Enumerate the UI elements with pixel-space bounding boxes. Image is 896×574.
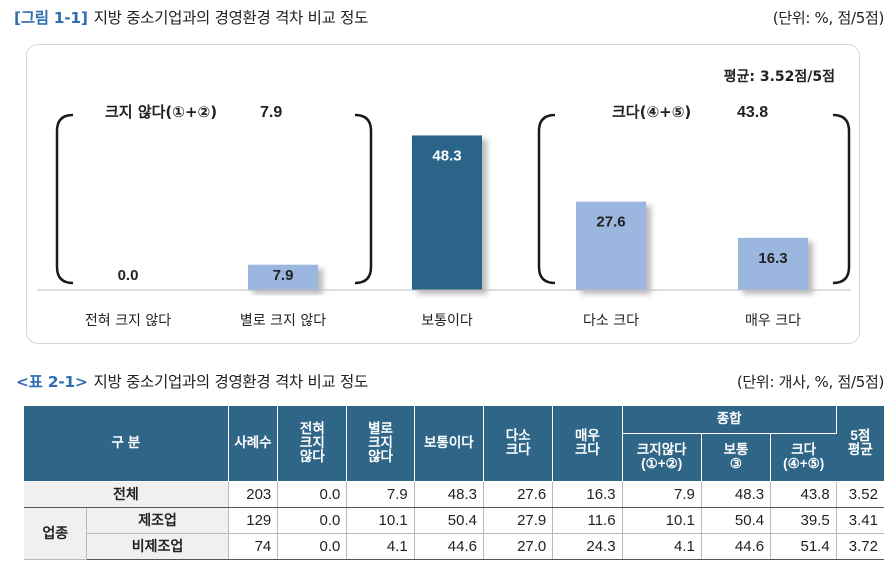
cell: 11.6 xyxy=(552,507,623,534)
average-label: 평균: 3.52점/5점 xyxy=(724,68,835,85)
figure-title: [그림 1-1] 지방 중소기업과의 경영환경 격차 비교 정도 xyxy=(14,6,368,28)
data-label: 16.3 xyxy=(758,250,787,267)
category-label: 전혀 크지 않다 xyxy=(85,313,171,329)
figure-number: [그림 1-1] xyxy=(14,9,88,27)
table-unit: (단위: 개사, %, 점/5점) xyxy=(736,373,884,391)
row-label: 비제조업 xyxy=(86,533,229,560)
header-avg: 5점 평균 xyxy=(836,406,884,482)
cell: 203 xyxy=(228,481,279,508)
labels: 0.0 전혀 크지 않다 7.9 별로 크지 않다 48.3 보통이다 27.6 다소 크다 1… xyxy=(85,68,835,329)
group-label: 업종 xyxy=(24,507,88,560)
cell: 27.0 xyxy=(483,533,554,560)
cell: 16.3 xyxy=(552,481,623,508)
group-value: 7.9 xyxy=(260,104,282,121)
header-sum2: 보통 ③ xyxy=(701,433,772,482)
bar-chart: 0.0 전혀 크지 않다 7.9 별로 크지 않다 48.3 보통이다 27.6 다소 크다 1… xyxy=(37,68,851,329)
header-col4: 다소 크다 xyxy=(483,406,554,482)
cell: 3.72 xyxy=(836,533,884,560)
bracket-right xyxy=(354,113,373,285)
header-category: 구 분 xyxy=(24,406,229,482)
stats-table: 구 분 사례수 전혀 크지 않다 별로 크지 않다 보통이다 다소 크다 매우 크다 종합 … xyxy=(24,406,884,560)
bar xyxy=(248,264,318,290)
category-label: 다소 크다 xyxy=(583,313,639,329)
header-sum1: 크지않다 (①+②) xyxy=(622,433,702,482)
category-label: 매우 크다 xyxy=(745,313,801,329)
group-value: 43.8 xyxy=(737,104,768,121)
cell: 7.9 xyxy=(346,481,415,508)
cell: 3.52 xyxy=(836,481,884,508)
cell: 24.3 xyxy=(552,533,623,560)
cell: 10.1 xyxy=(346,507,415,534)
cell: 0.0 xyxy=(277,533,348,560)
figure-unit: (단위: %, 점/5점) xyxy=(772,9,885,27)
group-label: 크다(④+⑤) xyxy=(612,103,691,121)
cell: 43.8 xyxy=(770,481,837,508)
cell: 3.41 xyxy=(836,507,884,534)
header-col1: 전혀 크지 않다 xyxy=(277,406,348,482)
bar xyxy=(738,237,808,290)
cell: 50.4 xyxy=(701,507,772,534)
cell: 51.4 xyxy=(770,533,837,560)
data-label: 27.6 xyxy=(596,214,625,231)
category-label: 별로 크지 않다 xyxy=(240,313,326,329)
header-count: 사례수 xyxy=(228,406,279,482)
table-row: 비제조업 74 0.0 4.1 44.6 27.0 24.3 4.1 44.6 … xyxy=(24,533,884,560)
chart-frame: 0.0 전혀 크지 않다 7.9 별로 크지 않다 48.3 보통이다 27.6 다소 크다 1… xyxy=(26,44,860,344)
bracket-left xyxy=(55,113,74,285)
bracket-right xyxy=(832,113,851,285)
cell: 10.1 xyxy=(622,507,702,534)
table-number: <표 2-1> xyxy=(16,373,88,391)
header-col2: 별로 크지 않다 xyxy=(346,406,415,482)
bar xyxy=(412,135,482,290)
data-label: 0.0 xyxy=(118,267,139,284)
cell: 44.6 xyxy=(701,533,772,560)
cell: 129 xyxy=(228,507,279,534)
group-label: 크지 않다(①+②) xyxy=(105,103,217,121)
header-sum3: 크다 (④+⑤) xyxy=(770,433,837,482)
cell: 27.9 xyxy=(483,507,554,534)
bar xyxy=(576,201,646,290)
category-label: 보통이다 xyxy=(421,313,473,329)
data-label: 48.3 xyxy=(432,147,461,164)
cell: 4.1 xyxy=(346,533,415,560)
cell: 48.3 xyxy=(701,481,772,508)
header-col5: 매우 크다 xyxy=(552,406,623,482)
cell: 74 xyxy=(228,533,279,560)
cell: 7.9 xyxy=(622,481,702,508)
header-summary: 종합 xyxy=(622,406,837,434)
cell: 39.5 xyxy=(770,507,837,534)
cell: 4.1 xyxy=(622,533,702,560)
data-label: 7.9 xyxy=(273,267,294,284)
table-title-text: 지방 중소기업과의 경영환경 격차 비교 정도 xyxy=(93,373,369,391)
cell: 48.3 xyxy=(414,481,485,508)
cell: 50.4 xyxy=(414,507,485,534)
bars xyxy=(37,135,851,291)
figure-title-text: 지방 중소기업과의 경영환경 격차 비교 정도 xyxy=(93,9,369,27)
bracket-left xyxy=(537,113,556,285)
group-brackets xyxy=(55,113,851,285)
cell: 0.0 xyxy=(277,507,348,534)
cell: 44.6 xyxy=(414,533,485,560)
table-row-total: 전체 203 0.0 7.9 48.3 27.6 16.3 7.9 48.3 4… xyxy=(24,481,884,508)
table-title: <표 2-1> 지방 중소기업과의 경영환경 격차 비교 정도 xyxy=(16,370,368,392)
row-label: 전체 xyxy=(24,481,229,508)
row-label: 제조업 xyxy=(86,507,229,534)
header-col3: 보통이다 xyxy=(414,406,485,482)
cell: 0.0 xyxy=(277,481,348,508)
table-row: 업종 제조업 129 0.0 10.1 50.4 27.9 11.6 10.1 … xyxy=(24,507,884,560)
cell: 27.6 xyxy=(483,481,554,508)
